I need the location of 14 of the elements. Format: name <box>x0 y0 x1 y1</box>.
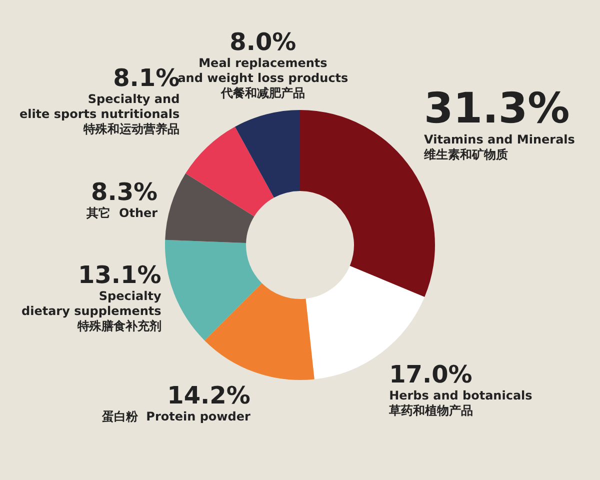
data-label: 13.1% <box>78 261 162 290</box>
data-label: 14.2% <box>167 382 250 410</box>
data-label: 8.0% <box>230 28 296 56</box>
data-label: 17.0% <box>389 360 472 389</box>
slice-label: Vitamins and Minerals 维生素和矿物质 <box>423 132 575 162</box>
data-label: 31.3% <box>424 83 570 132</box>
slice-label: 蛋白粉 Protein powder <box>100 410 250 424</box>
slice-label: 其它 Other <box>86 206 158 220</box>
data-label: 8.3% <box>91 178 158 206</box>
slice-label: Herbs and botanicals 草药和植物产品 <box>388 388 532 418</box>
slice-label: Meal replacements and weight loss products 代餐和减肥产品 <box>178 56 348 100</box>
data-label: 8.1% <box>113 64 180 92</box>
slice-label: Specialty dietary supplements 特殊膳食补充剂 <box>22 289 162 334</box>
slice-label: Specialty and elite sports nutritionals 特殊和运动营养品 <box>19 92 180 136</box>
